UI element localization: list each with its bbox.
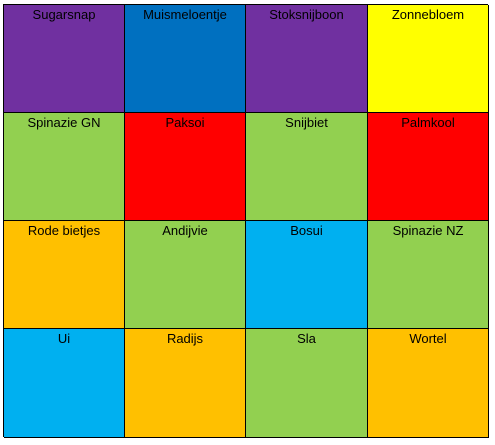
- cell-label: Spinazie GN: [27, 115, 101, 130]
- grid-cell: Muismeloentje: [125, 5, 246, 113]
- grid-cell: Palmkool: [368, 113, 489, 221]
- cell-label: Palmkool: [401, 115, 455, 130]
- grid-cell: Spinazie GN: [4, 113, 125, 221]
- cell-label: Sugarsnap: [32, 7, 96, 22]
- cell-label: Snijbiet: [285, 115, 328, 130]
- planting-grid: Sugarsnap Muismeloentje Stoksnijboon Zon…: [3, 4, 489, 438]
- grid-cell: Sla: [246, 329, 368, 438]
- cell-label: Paksoi: [165, 115, 205, 130]
- cell-label: Spinazie NZ: [392, 223, 464, 238]
- grid-cell: Paksoi: [125, 113, 246, 221]
- cell-label: Bosui: [290, 223, 323, 238]
- grid-cell: Andijvie: [125, 221, 246, 329]
- grid-cell: Wortel: [368, 329, 489, 438]
- grid-cell: Stoksnijboon: [246, 5, 368, 113]
- grid-cell: Ui: [4, 329, 125, 438]
- grid-cell: Bosui: [246, 221, 368, 329]
- grid-cell: Radijs: [125, 329, 246, 438]
- cell-label: Stoksnijboon: [269, 7, 344, 22]
- cell-label: Sla: [297, 331, 316, 346]
- grid-cell: Sugarsnap: [4, 5, 125, 113]
- cell-label: Zonnebloem: [391, 7, 465, 22]
- cell-label: Wortel: [409, 331, 447, 346]
- grid-cell: Rode bietjes: [4, 221, 125, 329]
- cell-label: Andijvie: [162, 223, 208, 238]
- grid-cell: Zonnebloem: [368, 5, 489, 113]
- grid-cell: Spinazie NZ: [368, 221, 489, 329]
- cell-label: Rode bietjes: [27, 223, 101, 238]
- cell-label: Ui: [57, 331, 71, 346]
- grid-cell: Snijbiet: [246, 113, 368, 221]
- cell-label: Muismeloentje: [143, 7, 227, 22]
- cell-label: Radijs: [166, 331, 204, 346]
